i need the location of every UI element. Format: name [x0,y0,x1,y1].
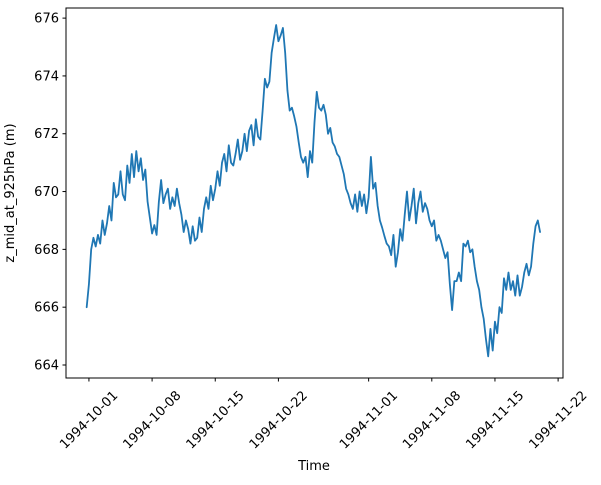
x-tick-label: 1994-11-01 [337,388,401,452]
y-tick-label: 670 [34,185,59,200]
x-tick-label: 1994-10-01 [57,388,121,452]
y-tick-label: 666 [34,301,59,316]
y-axis-ticks: 664 666 668 670 672 674 676 [34,12,66,373]
x-tick-label: 1994-10-08 [120,388,184,452]
x-axis-ticks: 1994-10-01 1994-10-08 1994-10-15 1994-10-22… [57,378,590,452]
y-tick-label: 672 [34,127,59,142]
x-tick-label: 1994-11-15 [463,388,527,452]
y-tick-label: 668 [34,243,59,258]
y-tick-label: 676 [34,12,59,27]
x-axis-label: Time [297,459,330,474]
plot-area-border [65,7,564,379]
x-tick-label: 1994-11-08 [400,388,464,452]
data-series-line [85,24,541,358]
x-tick-label: 1994-10-22 [247,388,311,452]
y-tick-label: 674 [34,69,59,84]
x-tick-label: 1994-11-22 [526,388,590,452]
y-axis-label: z_mid_at_925hPa (m) [3,123,18,262]
y-tick-label: 664 [34,358,59,373]
x-tick-label: 1994-10-15 [184,388,248,452]
